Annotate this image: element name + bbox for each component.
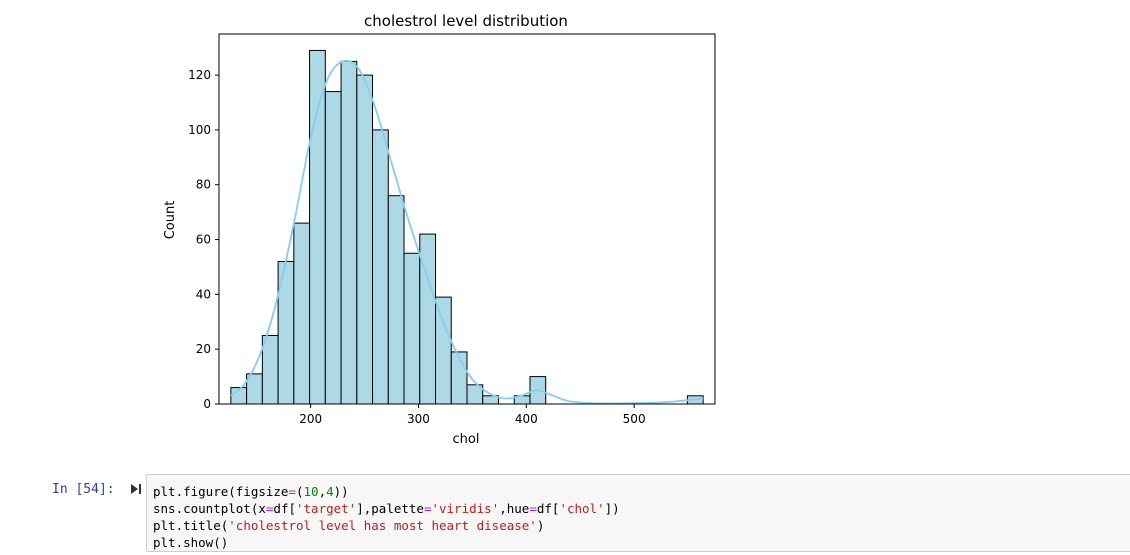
run-cell-icon[interactable]: [130, 483, 142, 495]
y-axis: 0 20 40 60 80 100 120: [188, 68, 219, 411]
code-token: plt.figure(figsize: [153, 484, 289, 499]
y-tick-label: 0: [203, 397, 211, 411]
x-tick-label: 200: [299, 412, 322, 426]
histogram-bar: [261, 334, 279, 405]
histogram-bar: [324, 91, 342, 405]
y-tick-label: 120: [188, 68, 211, 82]
code-token: )): [333, 484, 349, 499]
plot-frame: [218, 33, 716, 405]
y-tick-label: 60: [196, 233, 211, 247]
code-token: 'cholestrol level has most heart disease…: [228, 518, 537, 533]
code-token: plt.show(): [153, 535, 229, 550]
code-token: df[: [536, 501, 560, 516]
code-token: =: [529, 501, 537, 516]
code-token: ]): [604, 501, 620, 516]
x-axis: 200 300 400 500: [299, 404, 646, 426]
code-token: ,: [318, 484, 327, 499]
histogram-bar: [387, 195, 405, 405]
y-tick-label: 40: [196, 287, 211, 301]
code-token: =: [423, 501, 432, 516]
x-axis-label: chol: [453, 432, 480, 447]
chart-title: cholestrol level distribution: [364, 12, 568, 30]
code-token: df[: [273, 501, 296, 516]
y-axis-label: Count: [163, 201, 178, 240]
x-tick-label: 500: [623, 412, 646, 426]
bars-group: [230, 49, 704, 405]
code-token: ,hue: [499, 501, 530, 516]
y-tick-label: 100: [188, 123, 211, 137]
cell-prompt: In [54]:: [52, 482, 115, 497]
code-token: ): [536, 518, 545, 533]
y-tick-label: 80: [196, 178, 211, 192]
code-token: 'chol': [559, 501, 605, 516]
code-token: plt.title(: [153, 518, 229, 533]
code-token: 4: [326, 484, 334, 499]
code-editor[interactable]: plt.figure(figsize=(10,4)) sns.countplot…: [146, 474, 1130, 552]
histogram-bar: [450, 351, 468, 405]
code-token: 'target': [296, 501, 357, 516]
code-text[interactable]: plt.figure(figsize=(10,4)) sns.countplot…: [153, 483, 620, 551]
code-token: ],palette: [356, 501, 424, 516]
histogram-bar: [356, 74, 374, 405]
code-token: 10: [303, 484, 319, 499]
histogram-chart: cholestrol level distribution 200 300 400 5…: [163, 12, 716, 447]
histogram-bar: [403, 252, 421, 405]
code-token: (: [296, 484, 304, 499]
histogram-bar: [435, 296, 452, 405]
x-tick-label: 400: [515, 412, 538, 426]
code-cell: In [54]: plt.figure(figsize=(10,4)) sns.…: [0, 472, 1130, 555]
histogram-bar: [293, 222, 311, 405]
histogram-bar: [309, 49, 326, 405]
code-token: 'viridis': [431, 501, 500, 516]
x-tick-label: 300: [407, 412, 430, 426]
histogram-bar: [340, 60, 358, 405]
code-token: =: [265, 501, 274, 516]
kde-curve: [230, 59, 704, 405]
y-tick-label: 20: [196, 342, 211, 356]
histogram-bar: [372, 129, 389, 405]
code-token: =: [288, 484, 296, 499]
code-token: sns.countplot(x: [153, 501, 266, 516]
